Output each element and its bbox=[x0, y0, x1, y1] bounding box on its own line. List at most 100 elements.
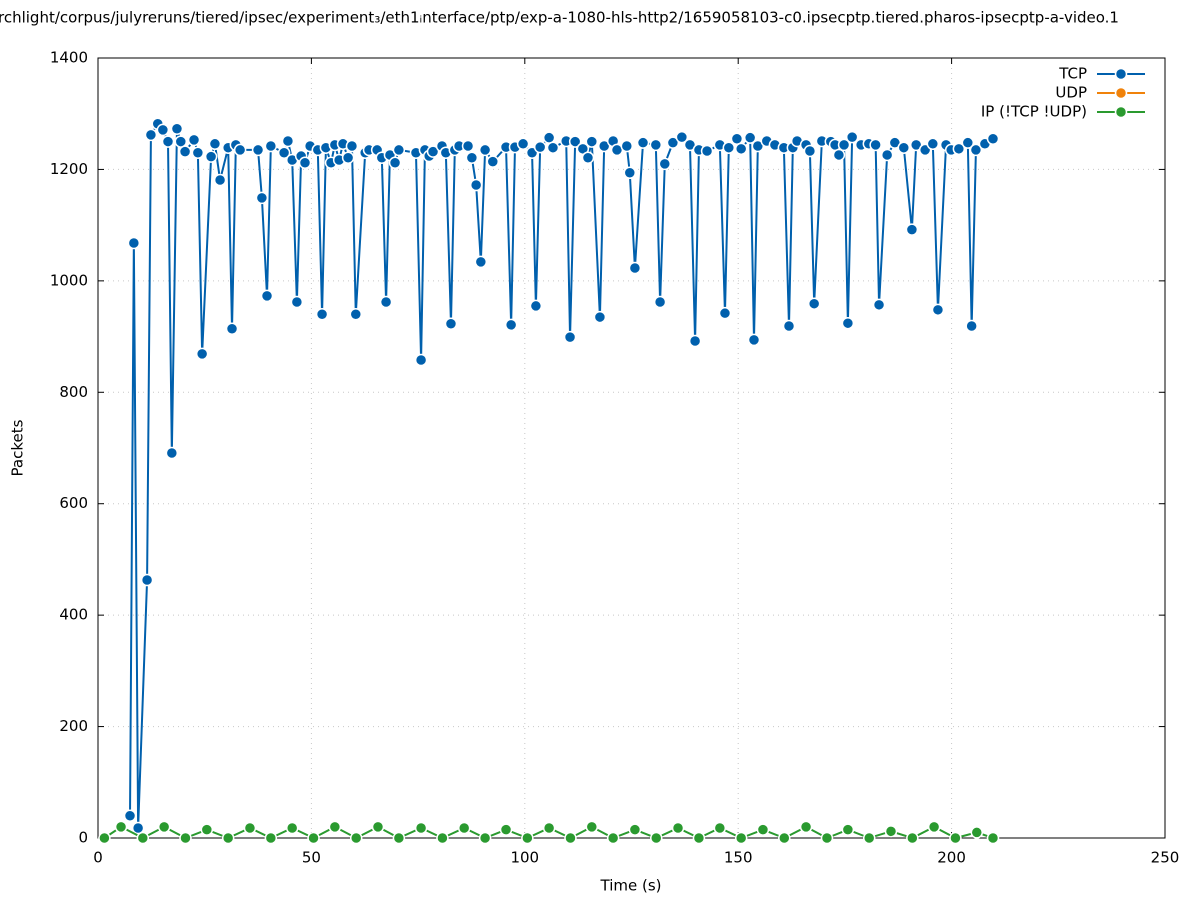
data-point bbox=[986, 132, 1000, 146]
data-point bbox=[970, 826, 984, 839]
legend-label: TCP bbox=[1058, 65, 1087, 83]
data-point bbox=[414, 821, 428, 835]
data-point bbox=[756, 823, 770, 836]
data-point bbox=[700, 144, 714, 158]
data-point bbox=[307, 831, 320, 845]
data-point bbox=[156, 123, 170, 137]
chart-title: rchlight/corpus/julyreruns/tiered/ipsec/… bbox=[0, 9, 1119, 27]
x-tick-label: 200 bbox=[937, 849, 966, 867]
data-point bbox=[474, 255, 488, 269]
data-point bbox=[328, 820, 342, 834]
data-point bbox=[872, 298, 886, 312]
data-point bbox=[200, 823, 214, 836]
data-point bbox=[563, 330, 577, 344]
data-point bbox=[628, 261, 642, 275]
data-point bbox=[688, 334, 702, 348]
data-point bbox=[521, 831, 534, 845]
data-point bbox=[504, 318, 518, 332]
data-point bbox=[650, 831, 663, 845]
legend-marker bbox=[1114, 105, 1128, 119]
data-point bbox=[884, 825, 898, 838]
x-tick-label: 250 bbox=[1151, 849, 1180, 867]
data-point bbox=[98, 831, 111, 845]
y-tick-label: 400 bbox=[59, 606, 88, 624]
data-point bbox=[221, 831, 235, 845]
y-tick-label: 800 bbox=[59, 383, 88, 401]
data-point bbox=[264, 831, 278, 845]
data-point bbox=[718, 306, 732, 320]
data-point bbox=[832, 148, 846, 162]
data-point bbox=[349, 308, 363, 321]
x-tick-label: 0 bbox=[93, 849, 103, 867]
plot-frame bbox=[97, 57, 1166, 839]
data-point bbox=[658, 157, 672, 171]
x-tick-label: 150 bbox=[724, 849, 753, 867]
data-point bbox=[341, 151, 355, 164]
data-point bbox=[114, 820, 128, 834]
data-point bbox=[585, 820, 599, 834]
data-point bbox=[803, 144, 817, 158]
data-point bbox=[260, 289, 274, 303]
data-point bbox=[255, 191, 269, 205]
data-point bbox=[281, 134, 295, 148]
data-point bbox=[161, 135, 175, 148]
data-point bbox=[140, 573, 154, 587]
data-point bbox=[208, 137, 222, 151]
y-tick-label: 600 bbox=[59, 494, 88, 512]
data-point bbox=[388, 156, 402, 169]
data-point bbox=[837, 138, 851, 152]
data-point bbox=[734, 831, 748, 845]
data-point bbox=[666, 136, 680, 149]
data-point bbox=[349, 831, 363, 845]
data-point bbox=[568, 135, 582, 148]
data-point bbox=[157, 820, 171, 834]
data-point bbox=[952, 142, 966, 156]
data-point bbox=[165, 446, 179, 460]
data-point bbox=[799, 820, 813, 834]
data-point bbox=[290, 295, 304, 309]
legend-label: UDP bbox=[1055, 84, 1087, 102]
legend-marker bbox=[1114, 67, 1128, 81]
data-point bbox=[179, 831, 192, 845]
data-point bbox=[243, 821, 257, 835]
data-point bbox=[649, 138, 663, 152]
data-point bbox=[949, 831, 962, 845]
data-point bbox=[251, 143, 265, 157]
data-point bbox=[880, 148, 894, 162]
data-point bbox=[191, 146, 205, 159]
data-point bbox=[136, 831, 150, 845]
data-point bbox=[315, 308, 329, 321]
data-point bbox=[906, 831, 919, 845]
data-point bbox=[414, 353, 428, 367]
data-point bbox=[585, 135, 599, 148]
data-point bbox=[606, 831, 620, 845]
data-point bbox=[486, 155, 500, 168]
x-tick-label: 50 bbox=[302, 849, 321, 867]
data-point bbox=[298, 156, 312, 169]
data-point bbox=[623, 166, 637, 180]
data-point bbox=[546, 141, 560, 154]
data-point bbox=[841, 823, 855, 836]
data-point bbox=[628, 823, 642, 836]
data-point bbox=[392, 831, 406, 845]
data-point bbox=[478, 143, 492, 157]
data-point bbox=[465, 151, 479, 164]
data-point bbox=[636, 136, 650, 149]
data-point bbox=[457, 821, 471, 835]
data-point bbox=[345, 139, 359, 153]
data-point bbox=[782, 319, 796, 333]
data-point bbox=[178, 145, 192, 158]
data-point bbox=[187, 133, 201, 147]
data-point bbox=[533, 140, 547, 154]
data-point bbox=[277, 146, 291, 159]
data-point bbox=[675, 130, 689, 144]
data-point bbox=[529, 299, 543, 313]
data-point bbox=[969, 143, 983, 157]
data-point bbox=[195, 347, 209, 361]
data-point bbox=[499, 823, 513, 836]
data-point bbox=[778, 831, 791, 845]
data-point bbox=[170, 122, 184, 136]
data-point bbox=[204, 150, 218, 163]
data-point bbox=[436, 831, 449, 845]
data-point bbox=[371, 820, 385, 834]
